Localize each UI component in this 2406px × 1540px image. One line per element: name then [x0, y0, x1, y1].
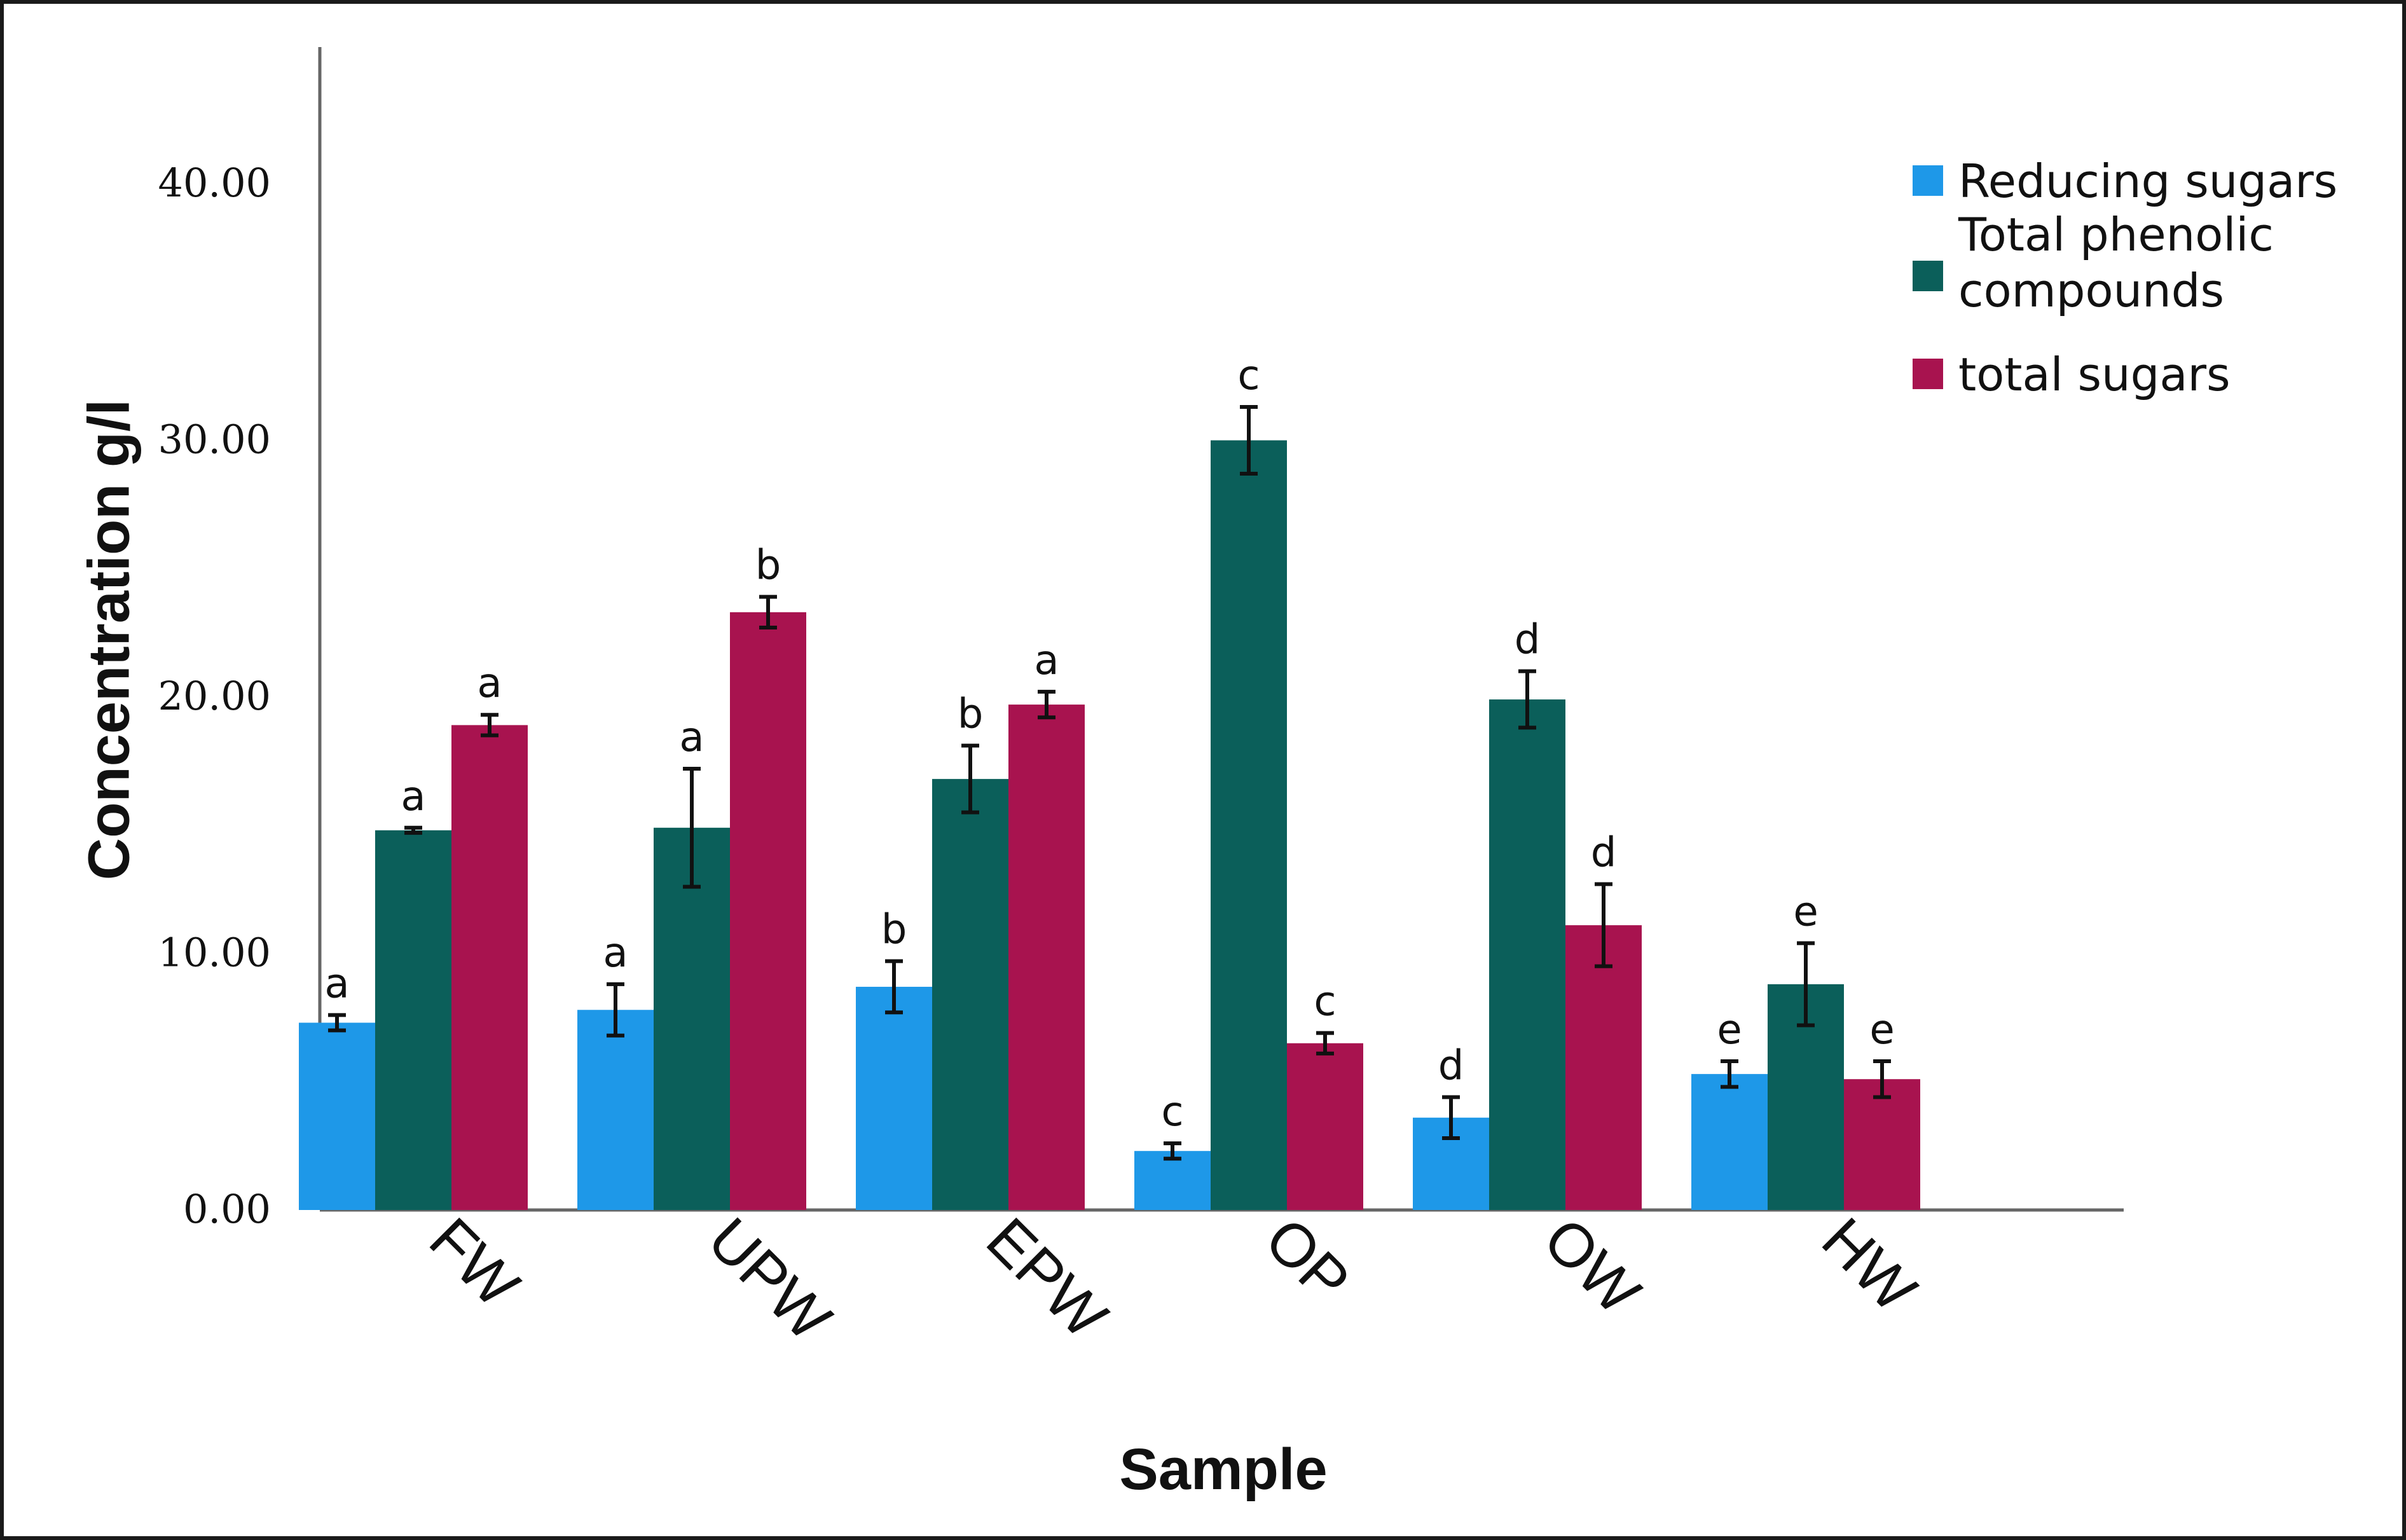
bar [375, 830, 451, 1210]
legend-label: Reducing sugars [1958, 155, 2337, 208]
bar [654, 827, 730, 1210]
bar [1008, 705, 1085, 1210]
y-tick-label: 30.00 [158, 416, 272, 463]
bar [856, 986, 932, 1210]
bar [1489, 699, 1565, 1210]
x-tick-label: OP [1252, 1205, 1363, 1316]
bar [1844, 1079, 1920, 1210]
legend-label: Total phenolic compounds [1958, 208, 2274, 317]
bar [932, 779, 1008, 1210]
significance-letter: c [1161, 1089, 1183, 1136]
significance-letter: c [1314, 979, 1336, 1026]
bar [1287, 1043, 1363, 1210]
significance-letter: a [603, 930, 628, 977]
significance-letter: b [958, 691, 984, 738]
legend-label-line: Total phenolic [1958, 208, 2274, 261]
significance-letter: a [679, 714, 704, 761]
bar [1565, 925, 1642, 1210]
y-tick-label: 20.00 [158, 673, 272, 719]
legend-label-line: compounds [1958, 264, 2224, 317]
significance-letter: a [477, 660, 502, 707]
bar [1691, 1074, 1768, 1210]
significance-letter: a [401, 773, 425, 820]
significance-letter: d [1591, 830, 1617, 877]
y-tick-label: 10.00 [158, 930, 272, 976]
bar-chart: 0.00 10.00 20.00 30.00 40.00 a a a a a b b b a c c c d d d… [76, 47, 2337, 1502]
significance-letter: d [1515, 617, 1541, 664]
significance-letter: b [881, 907, 907, 954]
significance-letter: c [1237, 352, 1260, 399]
y-tick-label: 40.00 [158, 160, 272, 206]
y-axis-title: Concentration g/l [76, 399, 141, 880]
significance-letter: e [1869, 1007, 1894, 1054]
legend-label: total sugars [1958, 348, 2231, 401]
bars [299, 440, 1920, 1210]
y-tick-labels: 0.00 10.00 20.00 30.00 40.00 [158, 160, 272, 1232]
significance-letter: e [1793, 888, 1818, 935]
significance-letter: a [1034, 637, 1059, 684]
x-tick-label: OW [1530, 1205, 1653, 1328]
error-bars [328, 405, 1891, 1161]
bar [577, 1010, 654, 1210]
x-tick-label: FW [416, 1205, 532, 1320]
x-tick-labels: FW UPW EPW OP OW HW [416, 1205, 1929, 1354]
bar [1211, 440, 1287, 1210]
significance-letters: a a a a a b b b a c c c d d d e e e [324, 352, 1894, 1136]
bar [451, 725, 528, 1210]
legend-swatch [1913, 261, 1943, 291]
significance-letter: b [755, 542, 781, 589]
y-tick-label: 0.00 [183, 1186, 271, 1232]
bar [730, 612, 806, 1210]
legend-swatch [1913, 359, 1943, 389]
legend-swatch [1913, 165, 1943, 196]
x-axis-title: Sample [1119, 1437, 1327, 1502]
x-tick-label: HW [1809, 1205, 1929, 1325]
significance-letter: a [324, 960, 349, 1007]
bar [1134, 1151, 1211, 1210]
x-tick-label: EPW [973, 1205, 1120, 1352]
significance-letter: d [1438, 1042, 1464, 1089]
bar [299, 1022, 375, 1210]
significance-letter: e [1717, 1007, 1742, 1054]
x-tick-label: UPW [695, 1205, 844, 1354]
